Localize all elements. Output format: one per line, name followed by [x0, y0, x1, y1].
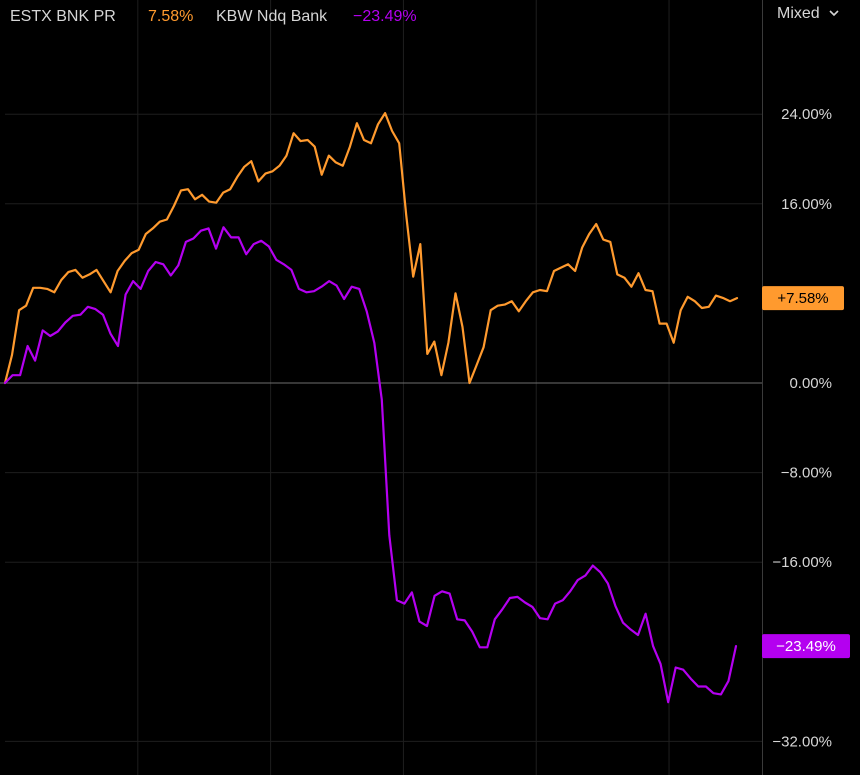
scale-mode-dropdown[interactable]: Mixed [777, 5, 839, 22]
grid [5, 0, 762, 775]
legend-series-1-name: ESTX BNK PR [10, 8, 116, 25]
y-axis-tick-labels: 24.00% 16.00% 0.00% −8.00% −16.00% −32.00% [772, 106, 832, 750]
y-tick-label-5: −32.00% [772, 733, 832, 750]
legend-series-2-value: −23.49% [353, 8, 417, 25]
badge-label-2: −23.49% [776, 638, 836, 655]
last-value-badge-2: −23.49% [762, 634, 850, 659]
badge-background-2 [762, 634, 850, 659]
legend: ESTX BNK PR 7.58% KBW Ndq Bank −23.49% [10, 8, 417, 25]
last-value-badges: +7.58% −23.49% [762, 286, 850, 659]
y-tick-label-0: 24.00% [781, 106, 832, 123]
series-lines [3, 111, 739, 704]
y-tick-label-4: −16.00% [772, 554, 832, 571]
series-line-1 [3, 111, 739, 385]
badge-background-1 [762, 286, 844, 311]
scale-mode-label: Mixed [777, 5, 820, 22]
y-tick-label-1: 16.00% [781, 196, 832, 213]
last-value-badge-1: +7.58% [762, 286, 844, 311]
y-tick-label-2: 0.00% [789, 375, 832, 392]
chevron-down-icon [829, 10, 839, 17]
legend-series-2-name: KBW Ndq Bank [216, 8, 328, 25]
y-tick-label-3: −8.00% [781, 465, 832, 482]
legend-series-1-value: 7.58% [148, 8, 193, 25]
series-line-2 [3, 226, 738, 704]
badge-label-1: +7.58% [777, 290, 828, 307]
